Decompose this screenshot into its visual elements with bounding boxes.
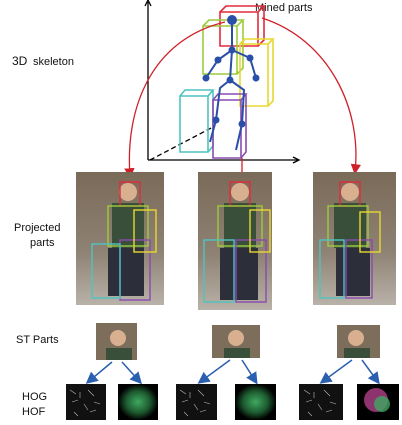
skeleton-label-3d: 3D — [12, 54, 28, 68]
photo-left — [76, 172, 164, 305]
projected-label: Projected — [14, 222, 60, 234]
photo-right — [313, 172, 396, 305]
st-parts-label: ST Parts — [16, 334, 59, 346]
hog-label: HOG — [22, 391, 47, 403]
mined-parts-label: Mined parts — [255, 2, 313, 14]
skeleton-label: skeleton — [33, 56, 74, 68]
hog-images — [66, 384, 343, 420]
axes — [144, 0, 301, 164]
skeleton — [202, 15, 260, 151]
feature-arrows — [85, 359, 380, 385]
hof-label: HOF — [22, 406, 46, 418]
photo-middle — [198, 172, 272, 310]
projected-label: parts — [30, 237, 55, 249]
hof-images — [118, 384, 399, 420]
st-part-thumbnails — [96, 323, 380, 360]
